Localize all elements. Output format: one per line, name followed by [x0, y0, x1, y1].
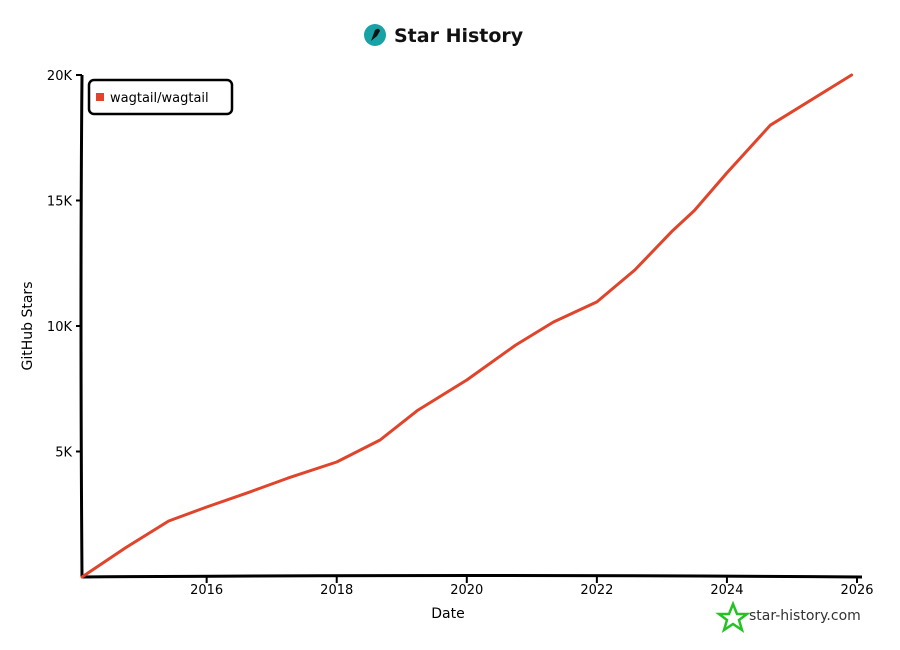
x-tick-label: 2022: [580, 583, 613, 598]
x-tick-label: 2018: [320, 583, 353, 598]
legend-swatch: [96, 93, 104, 101]
x-tick-label: 2020: [450, 583, 483, 598]
x-tick-label: 2024: [710, 583, 743, 598]
y-tick-label: 20K: [47, 69, 73, 84]
legend: wagtail/wagtail: [87, 78, 234, 116]
y-tick-label: 10K: [47, 320, 73, 335]
y-axis-label: GitHub Stars: [20, 282, 36, 371]
star-icon: [715, 600, 751, 633]
watermark: star-history.com: [715, 600, 861, 633]
x-tick-label: 2016: [190, 583, 223, 598]
y-tick-label: 15K: [47, 195, 73, 210]
x-axis-label: Date: [431, 606, 464, 622]
series-line: [80, 73, 854, 579]
logo-bird-icon: [371, 28, 380, 41]
legend-label: wagtail/wagtail: [110, 91, 209, 106]
axes: [79, 74, 863, 579]
title: Star History: [394, 25, 524, 47]
chart-title: Star History: [364, 24, 524, 47]
watermark-text: star-history.com: [749, 608, 861, 624]
x-axis: [81, 574, 863, 579]
y-axis: [79, 74, 84, 578]
y-tick-label: 5K: [55, 446, 72, 461]
x-tick-label: 2026: [840, 583, 873, 598]
legend-box: [87, 78, 234, 116]
